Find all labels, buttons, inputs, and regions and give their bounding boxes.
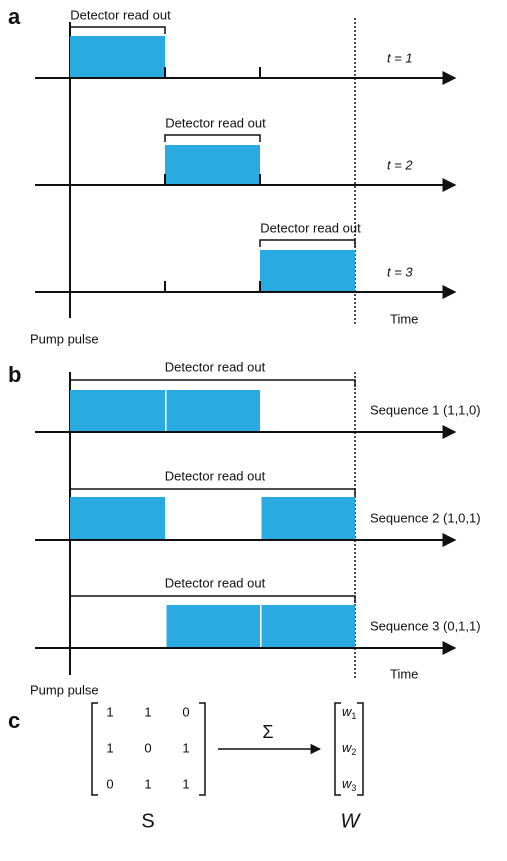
vector-symbol: w (342, 740, 353, 755)
matrix-entry: 0 (182, 704, 189, 719)
vector-bracket (334, 702, 341, 796)
time-label: Time (390, 311, 418, 326)
vector-entry: w3 (342, 776, 356, 793)
matrix-label: S (141, 810, 154, 832)
readout-bracket (164, 134, 261, 142)
vector-symbol: w (342, 776, 353, 791)
time-step: t = 3 (387, 264, 413, 279)
readout-block (70, 497, 165, 540)
matrix-entry: 1 (182, 776, 189, 791)
readout-block (70, 390, 165, 432)
readout-label: Detector read out (260, 220, 361, 235)
time-step: t = 1 (387, 50, 413, 65)
readout-bracket (69, 26, 166, 34)
matrix-entry: 1 (144, 776, 151, 791)
readout-label: Detector read out (165, 359, 266, 374)
panel-label: b (8, 362, 21, 387)
readout-block (165, 145, 260, 185)
readout-block (260, 250, 355, 292)
readout-label: Detector read out (165, 468, 266, 483)
time-label: Time (390, 666, 418, 681)
readout-block (70, 36, 165, 78)
vector-index: 3 (351, 783, 356, 793)
matrix-entry: 1 (144, 704, 151, 719)
pump-label: Pump pulse (30, 331, 99, 346)
operator: Σ (262, 722, 273, 742)
sequence-label: Sequence 1 (1,1,0) (370, 402, 481, 417)
vector-bracket (357, 702, 364, 796)
matrix-entry: 1 (182, 740, 189, 755)
panel-label: c (8, 708, 20, 733)
readout-block (261, 497, 355, 540)
readout-bracket (69, 488, 356, 496)
vector-entry: w1 (342, 704, 356, 721)
time-step: t = 2 (387, 157, 413, 172)
vector-entry: w2 (342, 740, 356, 757)
vector-symbol: w (342, 704, 353, 719)
readout-label: Detector read out (70, 7, 171, 22)
panel-label: a (8, 4, 21, 29)
pump-label: Pump pulse (30, 682, 99, 697)
matrix-entry: 0 (144, 740, 151, 755)
vector-index: 2 (351, 747, 356, 757)
matrix-entry: 0 (106, 776, 113, 791)
matrix-bracket (91, 702, 98, 796)
matrix-bracket (199, 702, 206, 796)
readout-bracket (259, 239, 356, 247)
readout-block (261, 605, 355, 648)
readout-block (166, 390, 260, 432)
matrix-entry: 1 (106, 740, 113, 755)
sequence-label: Sequence 3 (0,1,1) (370, 618, 481, 633)
sequence-label: Sequence 2 (1,0,1) (370, 510, 481, 525)
vector-label: W (341, 810, 362, 832)
matrix-entry: 1 (106, 704, 113, 719)
readout-label: Detector read out (165, 575, 266, 590)
readout-label: Detector read out (165, 115, 266, 130)
readout-bracket (69, 595, 356, 603)
readout-block (166, 605, 260, 648)
vector-index: 1 (351, 711, 356, 721)
diagram: a Detector read out t = 1 Detector read out… (8, 4, 481, 832)
readout-bracket (69, 379, 356, 387)
